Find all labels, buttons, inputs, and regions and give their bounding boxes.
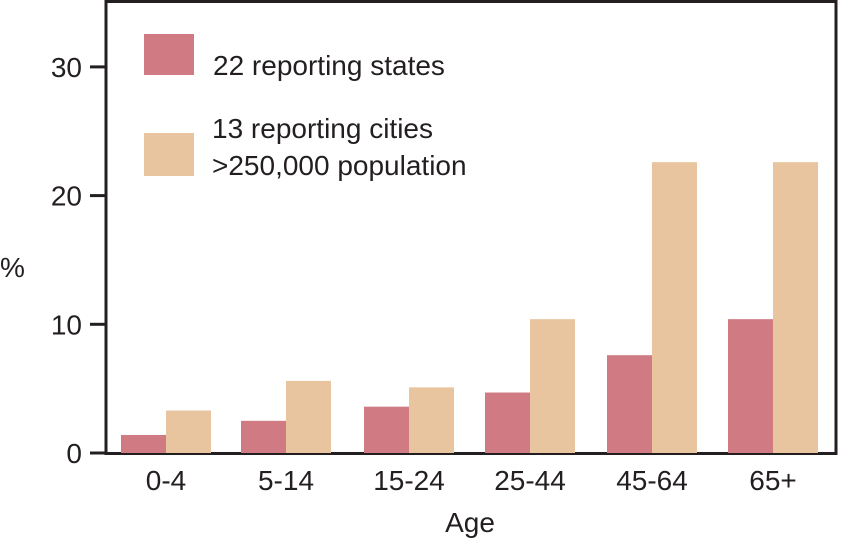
bar-states-45-64 <box>607 355 652 453</box>
bar-states-25-44 <box>485 392 530 453</box>
legend-label-cities-line-2: >250,000 population <box>212 150 467 181</box>
x-tick-label: 65+ <box>749 465 797 496</box>
y-tick-label: 0 <box>66 438 82 469</box>
y-tick-label: 10 <box>51 309 82 340</box>
bar-cities-65+ <box>773 162 818 453</box>
x-tick-label: 0-4 <box>146 465 186 496</box>
x-tick-label: 45-64 <box>616 465 688 496</box>
legend-label-cities-line-1: 13 reporting cities <box>212 113 433 144</box>
legend-label-states: 22 reporting states <box>213 50 445 81</box>
bar-cities-5-14 <box>286 380 331 453</box>
bar-cities-45-64 <box>652 162 697 453</box>
bars <box>121 162 818 453</box>
bar-states-0-4 <box>121 434 166 453</box>
x-tick-label: 15-24 <box>373 465 445 496</box>
x-axis: 0-4 5-14 15-24 25-44 45-64 65+ <box>146 465 797 496</box>
legend-swatch-states <box>144 34 194 75</box>
bar-cities-25-44 <box>530 319 575 453</box>
plot-frame <box>104 0 838 455</box>
bar-states-5-14 <box>241 420 286 453</box>
bar-states-65+ <box>728 319 773 453</box>
y-tick-label: 30 <box>51 52 82 83</box>
bar-states-15-24 <box>364 406 409 453</box>
y-axis: 0 10 20 30 <box>51 52 106 469</box>
bar-cities-0-4 <box>166 410 211 453</box>
legend: 22 reporting states 13 reporting cities … <box>144 34 467 181</box>
x-axis-title: Age <box>445 507 495 538</box>
bar-cities-15-24 <box>409 387 454 453</box>
legend-swatch-cities <box>144 133 194 176</box>
y-axis-title: % <box>0 252 25 283</box>
x-tick-label: 25-44 <box>494 465 566 496</box>
y-tick-label: 20 <box>51 181 82 212</box>
x-tick-label: 5-14 <box>258 465 314 496</box>
